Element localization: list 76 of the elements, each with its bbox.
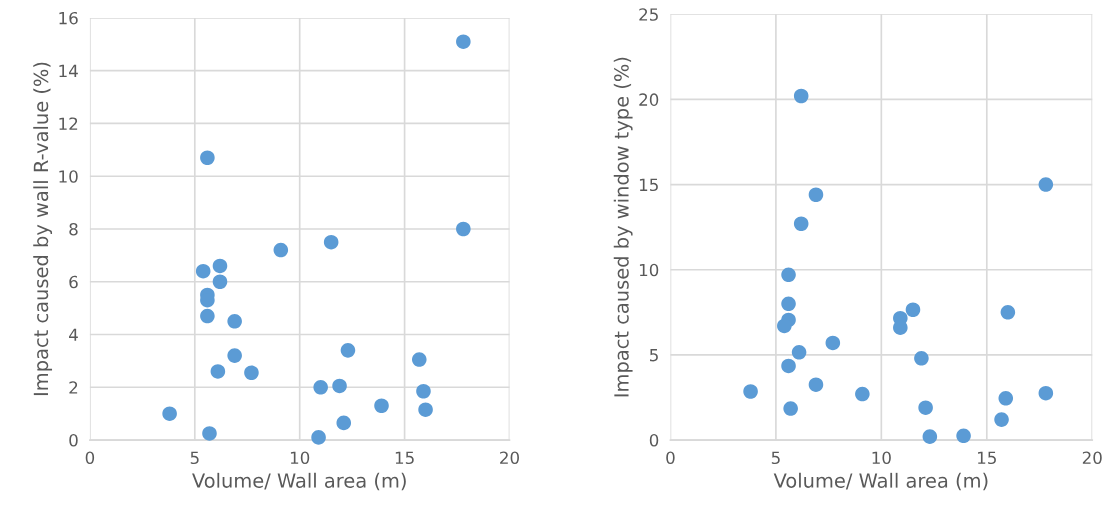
- point: [227, 348, 242, 363]
- point: [1000, 305, 1016, 320]
- y-tick-label: 5: [650, 349, 658, 362]
- y-tick-label: 10: [59, 170, 78, 183]
- y-tick-label: 10: [639, 263, 659, 277]
- point: [374, 398, 389, 414]
- point: [200, 150, 215, 166]
- y-tick-label: 20: [639, 93, 659, 106]
- point: [210, 364, 226, 379]
- point: [781, 358, 796, 374]
- y-tick-label: 0: [649, 434, 659, 447]
- point: [412, 352, 427, 367]
- point: [855, 386, 870, 402]
- point: [922, 429, 938, 444]
- x-tick-label: 20: [500, 451, 519, 465]
- point: [456, 34, 471, 49]
- point: [416, 383, 431, 399]
- point: [743, 384, 758, 399]
- point: [808, 377, 824, 392]
- x-tick-label: 0: [666, 451, 675, 465]
- x-tick-label: 10: [872, 451, 891, 465]
- point: [162, 406, 177, 421]
- x-tick-label: 0: [85, 451, 95, 465]
- x-axis-title: Volume/ Wall area (m): [192, 472, 406, 491]
- point: [783, 401, 798, 416]
- point: [825, 335, 841, 351]
- point: [914, 351, 929, 366]
- y-tick-label: 15: [639, 178, 658, 192]
- point: [244, 365, 259, 381]
- point: [200, 308, 215, 324]
- point: [418, 402, 433, 417]
- point: [336, 415, 352, 431]
- point: [808, 187, 824, 203]
- y-tick-label: 8: [69, 222, 78, 236]
- point: [781, 296, 796, 312]
- y-axis-title: Impact caused by window type (%): [613, 57, 633, 397]
- y-tick-label: 14: [59, 64, 78, 78]
- point: [956, 428, 971, 444]
- point: [781, 267, 796, 283]
- x-tick-label: 15: [395, 451, 414, 465]
- point: [905, 302, 921, 318]
- point: [273, 242, 289, 258]
- point: [313, 380, 328, 395]
- point: [332, 378, 347, 394]
- y-tick-label: 25: [639, 8, 658, 21]
- x-tick-label: 5: [190, 451, 199, 465]
- x-tick-label: 5: [771, 451, 780, 465]
- y-axis-title: Impact caused by wall R-value (%): [33, 62, 53, 396]
- point: [323, 234, 339, 250]
- y-tick-label: 4: [69, 328, 78, 341]
- x-tick-label: 10: [290, 451, 310, 465]
- point: [311, 430, 326, 445]
- point: [791, 345, 807, 360]
- y-tick-label: 6: [69, 275, 78, 289]
- point: [793, 216, 809, 232]
- x-tick-label: 15: [978, 451, 996, 465]
- point: [340, 343, 356, 358]
- y-tick-label: 0: [69, 434, 78, 447]
- point: [456, 221, 471, 237]
- point: [994, 412, 1009, 427]
- point: [212, 258, 228, 274]
- x-axis-title: Volume/ Wall area (m): [773, 472, 988, 491]
- point: [998, 391, 1014, 406]
- point: [918, 400, 933, 415]
- y-tick-label: 2: [69, 381, 78, 394]
- point: [227, 314, 242, 329]
- y-tick-label: 16: [59, 11, 78, 25]
- point: [212, 274, 228, 290]
- point: [1038, 385, 1054, 401]
- point: [195, 263, 211, 279]
- point: [202, 426, 217, 441]
- point: [1038, 177, 1054, 192]
- point: [793, 88, 809, 104]
- x-tick-label: 20: [1082, 451, 1102, 465]
- y-tick-label: 12: [59, 117, 78, 130]
- point: [777, 318, 792, 334]
